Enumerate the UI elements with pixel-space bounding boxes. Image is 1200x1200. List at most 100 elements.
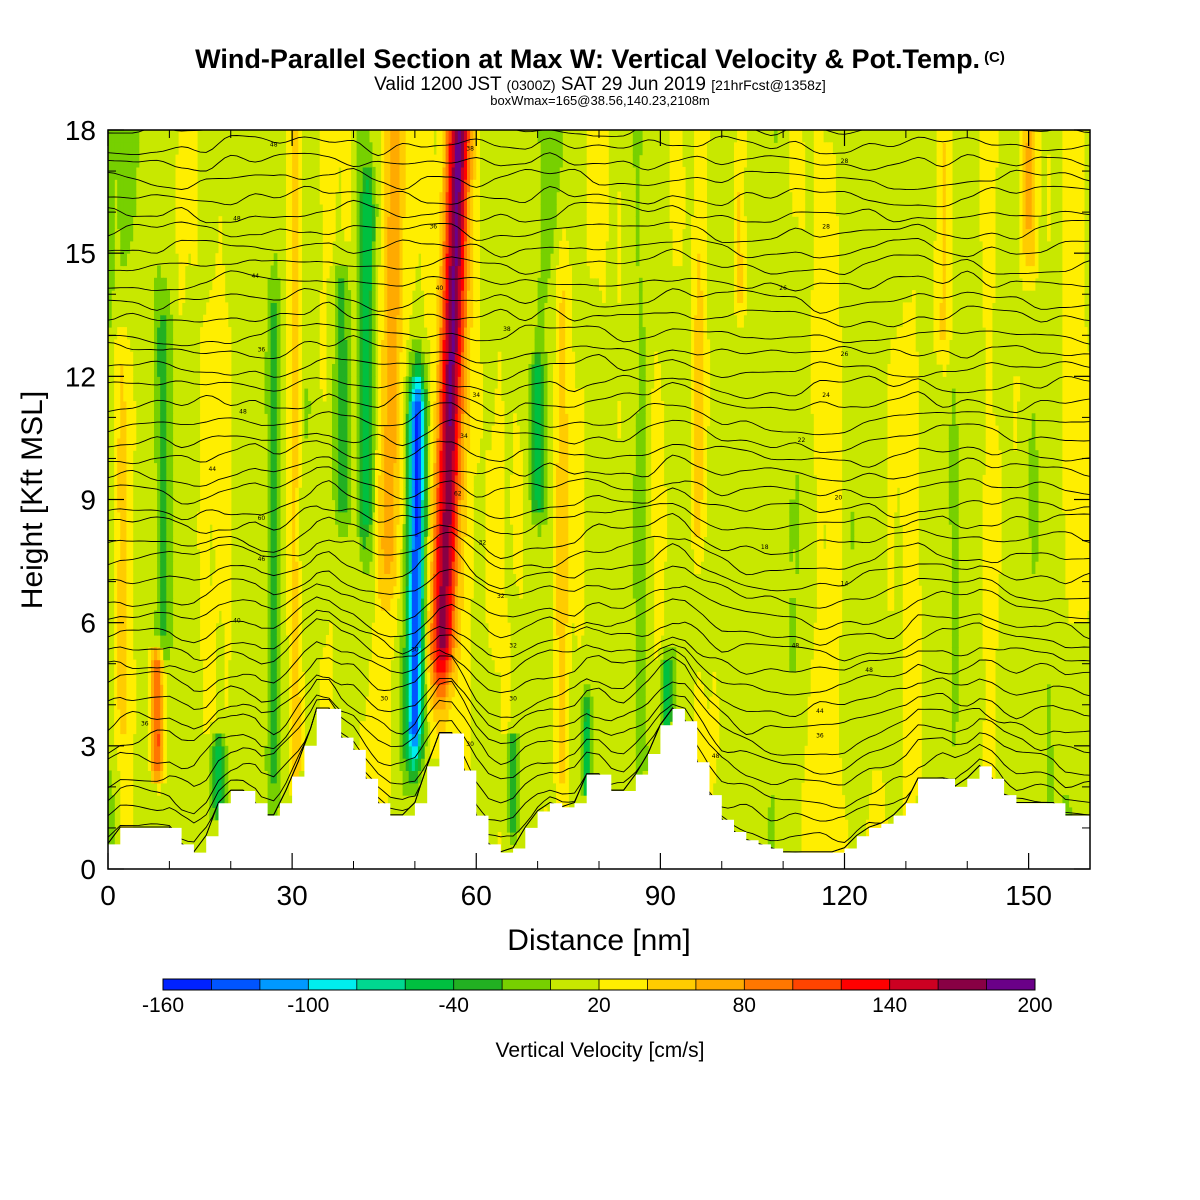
chart-title: Wind-Parallel Section at Max W: Vertical…	[195, 44, 1005, 74]
theta-contour-label: 28	[841, 158, 849, 165]
colorbar-label: 80	[733, 994, 756, 1017]
colorbar-label: 140	[872, 994, 907, 1017]
theta-contour-line	[108, 382, 1090, 417]
theta-contour-label: 24	[822, 392, 830, 399]
theta-contour-label: 34	[472, 392, 480, 399]
y-tick-label: 12	[65, 361, 96, 392]
theta-contour-label: 36	[816, 733, 824, 740]
theta-contour-label: 44	[816, 708, 824, 715]
colorbar-swatch	[163, 979, 212, 990]
theta-contour-label: 22	[798, 437, 806, 444]
theta-contour-label: 36	[258, 347, 266, 354]
colorbar-swatch	[599, 979, 648, 990]
theta-contour-line	[108, 288, 1090, 314]
theta-contour-line	[108, 99, 1090, 120]
y-tick-label: 18	[65, 115, 96, 146]
theta-contour-line	[108, 135, 1090, 157]
theta-contour-label: 30	[466, 741, 474, 748]
colorbar-swatch	[986, 979, 1036, 990]
theta-contour-line	[108, 419, 1090, 453]
theta-contour-label: 62	[454, 490, 462, 497]
colorbar-swatch	[792, 979, 842, 990]
theta-contour-line	[108, 335, 1090, 364]
colorbar-swatch	[453, 979, 503, 990]
theta-contour-line	[108, 609, 1090, 662]
theta-contour-line	[108, 354, 1090, 382]
theta-contour-label: 48	[270, 141, 278, 148]
theta-contour-line	[108, 698, 1090, 789]
theta-contour-label: 36	[429, 224, 437, 231]
theta-contour-line	[108, 480, 1090, 521]
theta-contour-line	[108, 219, 1090, 244]
theta-contour-line	[108, 152, 1090, 172]
chart-subtitle: Valid 1200 JST (0300Z) SAT 29 Jun 2019 […	[374, 74, 826, 95]
theta-contour-line	[108, 185, 1090, 208]
colorbar-swatch	[744, 979, 794, 990]
x-tick-label: 90	[645, 880, 676, 911]
x-tick-label: 150	[1005, 880, 1052, 911]
theta-contour-line	[108, 440, 1090, 468]
theta-contour-line	[108, 641, 1090, 696]
colorbar-label: 20	[587, 994, 610, 1017]
theta-contour-line	[108, 301, 1090, 328]
theta-contour-line	[108, 402, 1090, 436]
theta-contour-line	[108, 248, 1090, 275]
theta-contours: 48 48 44 36 48 44 60 46 40 36 38 36 40 38 34 34 62 32 32 32…	[108, 99, 1090, 853]
theta-contour-line	[108, 596, 1090, 646]
colorbar-swatch	[938, 979, 987, 990]
x-tick-label: 30	[277, 880, 308, 911]
colorbar-swatch	[841, 979, 891, 990]
theta-contour-line	[108, 270, 1090, 292]
theta-contour-line	[108, 531, 1090, 576]
y-tick-label: 3	[80, 731, 96, 762]
y-axis-title: Height [Kft MSL]	[16, 391, 49, 609]
colorbar-swatch	[550, 979, 600, 990]
x-tick-label: 60	[461, 880, 492, 911]
theta-contour-label: 32	[497, 593, 505, 600]
y-tick-label: 6	[80, 608, 96, 639]
theta-contour-label: 48	[239, 408, 247, 415]
theta-contour-label: 30	[411, 646, 419, 653]
theta-contour-line	[108, 678, 1090, 756]
colorbar-label: 200	[1017, 994, 1052, 1017]
x-tick-label: 0	[100, 880, 116, 911]
theta-contour-label: 28	[822, 224, 830, 231]
theta-contour-label: 40	[436, 285, 444, 292]
colorbar-label: -160	[142, 994, 184, 1017]
theta-contour-line	[108, 543, 1090, 592]
theta-contour-line	[108, 466, 1090, 505]
theta-contour-label: 20	[835, 495, 843, 502]
theta-contour-label: 60	[258, 515, 266, 522]
theta-contour-line	[108, 707, 1090, 824]
theta-contour-label: 48	[865, 667, 873, 674]
terrain-shape	[108, 708, 1090, 869]
colorbar-swatch	[647, 979, 697, 990]
theta-contour-line	[108, 168, 1090, 191]
colorbar-label: -100	[287, 994, 329, 1017]
colorbar-swatch	[308, 979, 358, 990]
chart-boxinfo: boxWmax=165@38.56,140.23,2108m	[490, 93, 710, 108]
theta-contour-line	[108, 583, 1090, 630]
colorbar-swatch	[259, 979, 309, 990]
x-tick-label: 120	[821, 880, 868, 911]
theta-contour-line	[108, 565, 1090, 609]
theta-contour-label: 18	[761, 544, 769, 551]
theta-contour-label: 38	[503, 326, 511, 333]
theta-contour-line	[108, 648, 1090, 718]
theta-contour-label: 44	[208, 466, 216, 473]
theta-contour-line	[108, 502, 1090, 535]
colorbar-title: Vertical Velocity [cm/s]	[496, 1039, 705, 1062]
theta-contour-line	[108, 707, 1090, 815]
theta-contour-line	[108, 199, 1090, 224]
theta-contour-line	[108, 454, 1090, 487]
theta-contour-line	[108, 656, 1090, 735]
theta-contour-label: 36	[141, 720, 149, 727]
y-tick-label: 0	[80, 854, 96, 885]
theta-contour-label: 44	[251, 273, 259, 280]
theta-contour-label: 32	[509, 642, 517, 649]
theta-contour-label: 26	[779, 285, 787, 292]
y-tick-label: 9	[80, 485, 96, 516]
theta-contour-label: 32	[479, 540, 487, 547]
colorbar-swatch	[502, 979, 551, 990]
